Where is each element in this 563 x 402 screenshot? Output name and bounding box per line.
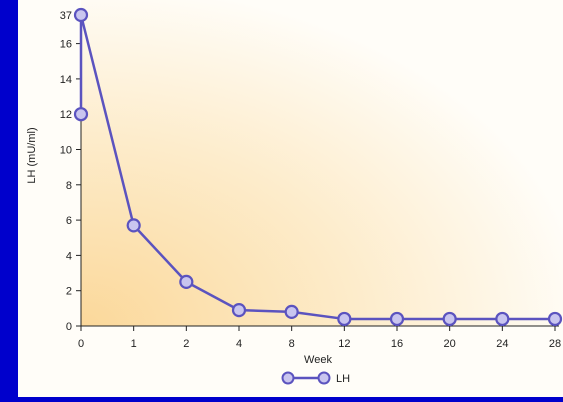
data-point-lh xyxy=(231,303,247,318)
y-tick-label: 12 xyxy=(60,109,72,121)
legend: LH xyxy=(281,371,350,385)
data-point-lh xyxy=(442,311,457,327)
plot-area xyxy=(81,0,563,326)
y-tick-label: 0 xyxy=(66,321,72,333)
chart-panel: 0 2 4 6 8 10 12 14 16 37 0 1 2 4 8 12 16 20 24 28 Week LH (… xyxy=(18,0,563,397)
x-tick-label: 2 xyxy=(183,338,189,350)
y-tick-label: 37 xyxy=(60,10,72,22)
y-tick-label: 16 xyxy=(60,39,72,51)
data-point-lh xyxy=(389,311,405,327)
x-axis-title: Week xyxy=(304,354,332,366)
legend-marker xyxy=(317,371,331,385)
y-tick-label: 6 xyxy=(66,215,72,227)
series-layer xyxy=(73,7,563,327)
y-tick-label: 10 xyxy=(60,145,72,157)
y-tick-label: 4 xyxy=(66,250,72,262)
y-axis-title: LH (mU/ml) xyxy=(26,127,38,183)
x-tick-label: 12 xyxy=(338,338,350,350)
data-point-lh xyxy=(337,311,352,327)
x-tick-label: 1 xyxy=(131,338,137,350)
x-tick-label: 20 xyxy=(444,338,456,350)
data-point-lh xyxy=(547,311,563,327)
data-point-lh xyxy=(284,304,299,319)
data-point-lh xyxy=(73,7,89,23)
x-tick-label: 24 xyxy=(496,338,508,350)
x-tick-label: 8 xyxy=(289,338,295,350)
data-point-lh xyxy=(179,274,194,289)
data-point-lh xyxy=(126,218,141,233)
data-point-lh xyxy=(495,311,510,327)
x-tick-label: 4 xyxy=(236,338,242,350)
y-tick-label: 14 xyxy=(60,74,72,86)
legend-label-lh: LH xyxy=(336,373,350,385)
legend-marker xyxy=(281,371,295,385)
x-tick-label: 0 xyxy=(78,338,84,350)
y-tick-label: 8 xyxy=(66,180,72,192)
y-tick-label: 2 xyxy=(66,286,72,298)
x-tick-label: 16 xyxy=(391,338,403,350)
x-tick-label: 28 xyxy=(549,338,561,350)
data-point-lh xyxy=(73,107,89,122)
